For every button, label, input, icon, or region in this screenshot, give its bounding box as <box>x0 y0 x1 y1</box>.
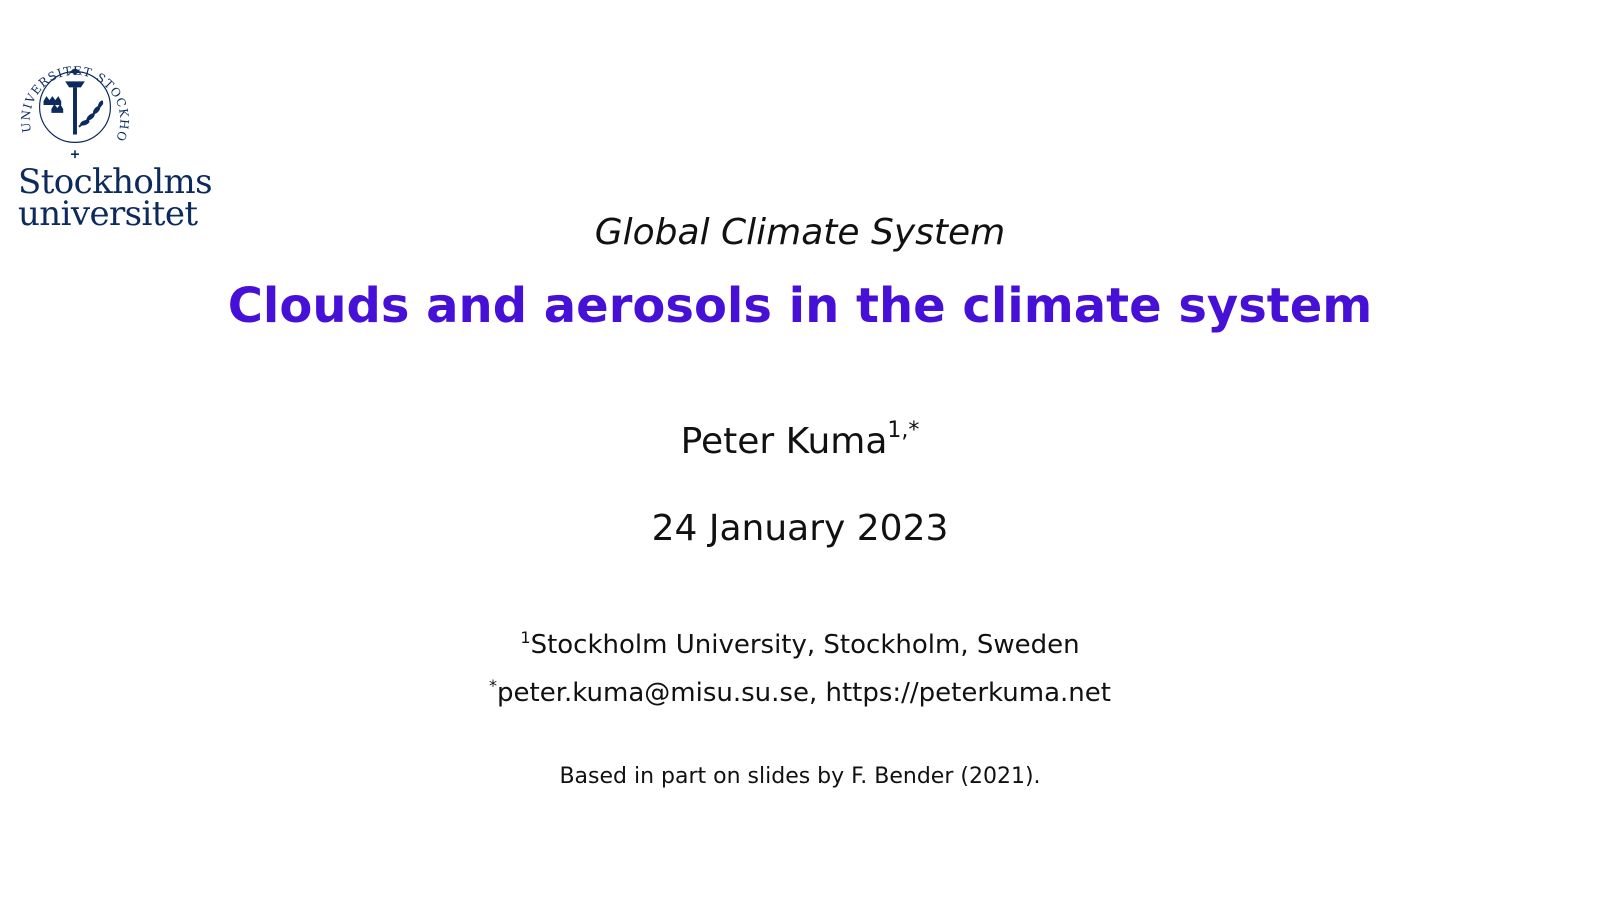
credit-note: Based in part on slides by F. Bender (20… <box>559 764 1041 789</box>
slide-title: Clouds and aerosols in the climate syste… <box>227 278 1373 334</box>
university-seal-icon: UNIVERSITET STOCKHOLMS <box>16 48 131 159</box>
contact-text: peter.kuma@misu.su.se, https://peterkuma… <box>497 678 1111 708</box>
author-line: Peter Kuma1,* <box>0 418 1600 462</box>
affiliation-mark: 1 <box>520 628 531 647</box>
affiliation-line: 1Stockholm University, Stockholm, Sweden <box>0 628 1600 660</box>
author-name: Peter Kuma <box>680 421 888 462</box>
affiliation-text: Stockholm University, Stockholm, Sweden <box>530 630 1080 660</box>
university-wordmark: Stockholms universitet <box>18 162 213 234</box>
university-name-line2: universitet <box>18 194 198 234</box>
university-name-line1: Stockholms <box>18 162 213 202</box>
presentation-date: 24 January 2023 <box>651 508 949 549</box>
university-logo: UNIVERSITET STOCKHOLMS Stockholms univer… <box>16 48 246 248</box>
contact-line: *peter.kuma@misu.su.se, https://peterkum… <box>0 676 1600 708</box>
contact-mark: * <box>489 676 498 695</box>
course-name: Global Climate System <box>594 212 1006 253</box>
author-affiliation-marks: 1,* <box>887 418 920 443</box>
